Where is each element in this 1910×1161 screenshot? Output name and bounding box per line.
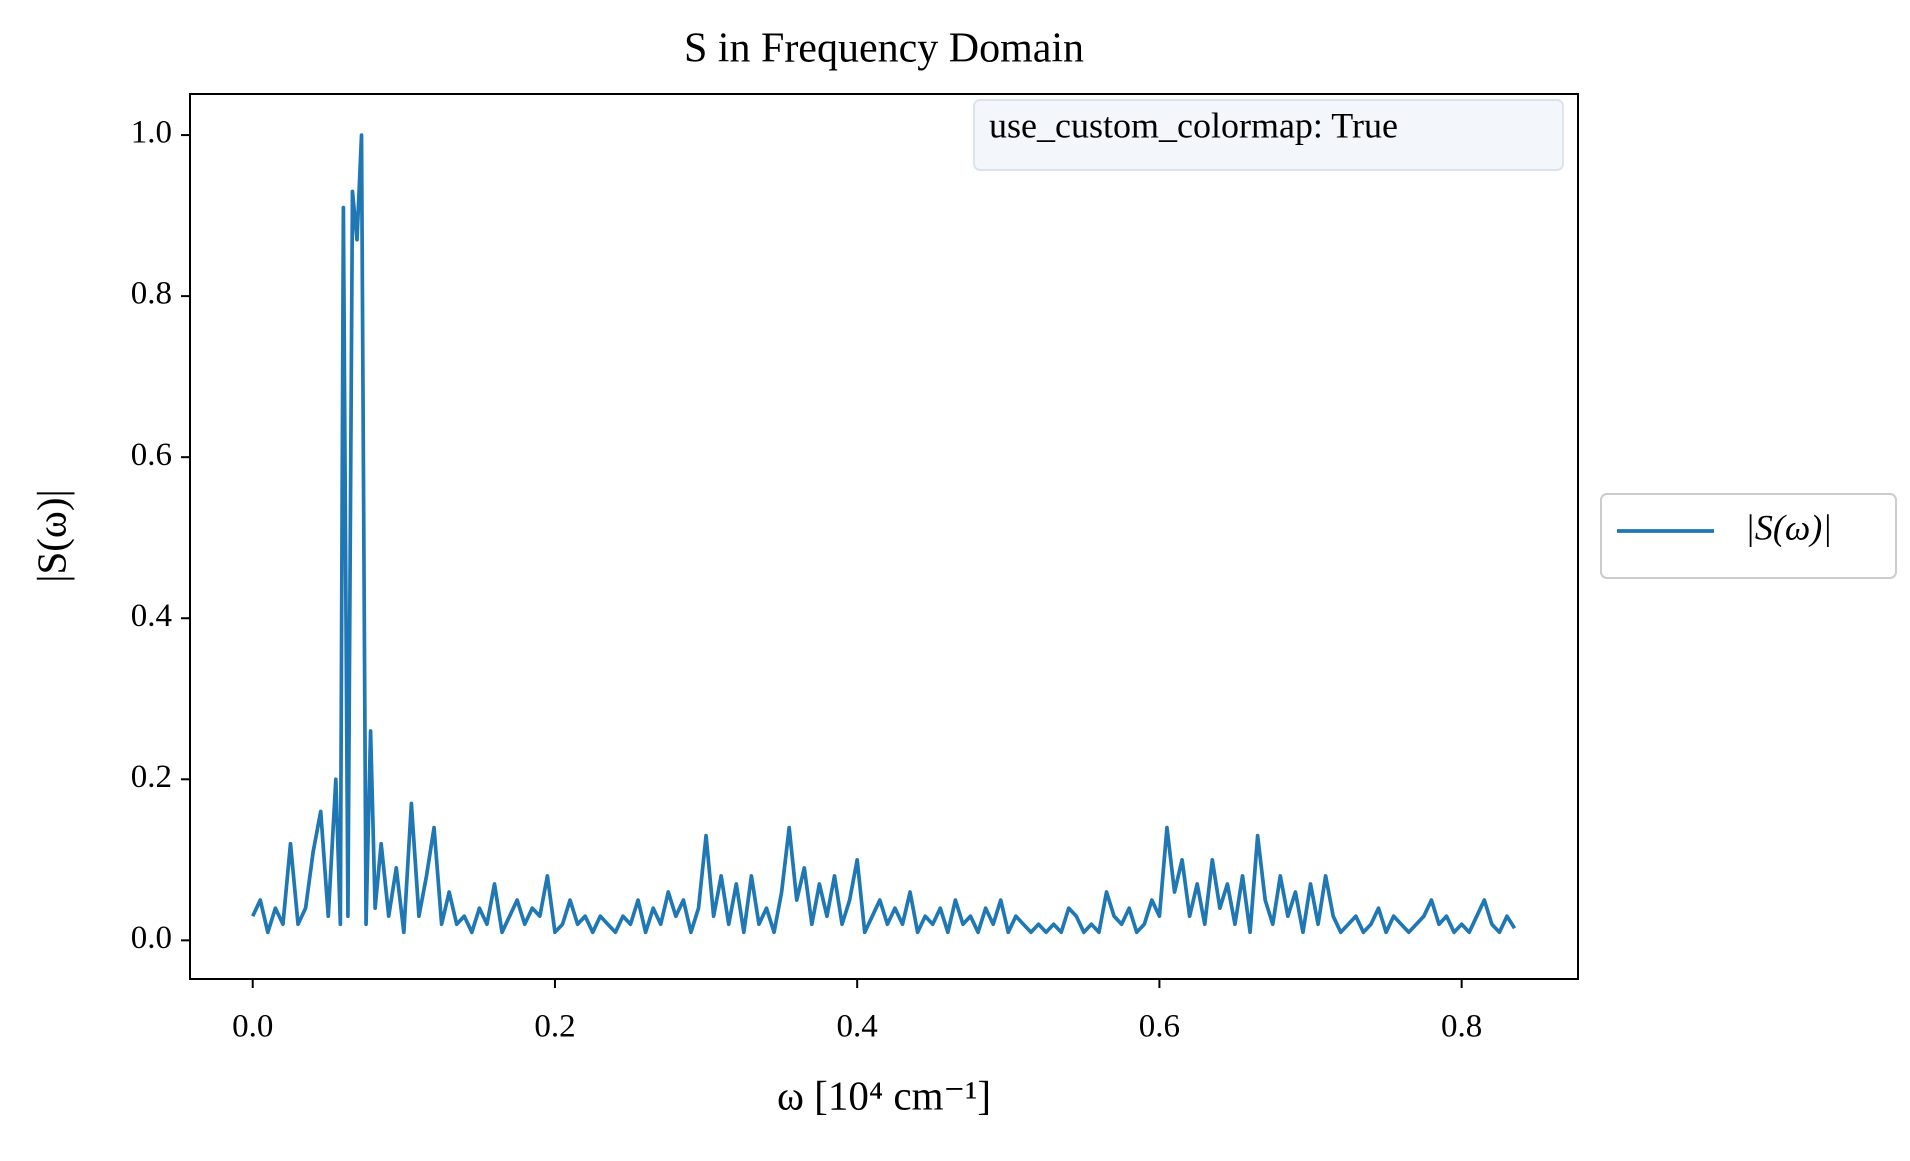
x-tick-label: 0.8 — [1441, 1009, 1482, 1045]
y-tick-label: 0.4 — [131, 598, 172, 634]
y-tick-label: 1.0 — [131, 115, 172, 151]
plot-frame — [189, 93, 1579, 980]
y-axis-label: |S(ω)| — [28, 489, 74, 583]
x-tick-label: 0.6 — [1139, 1009, 1180, 1045]
annotation: use_custom_colormap: True — [989, 105, 1398, 145]
x-tick-label: 0.0 — [232, 1009, 273, 1045]
x-tick-label: 0.2 — [534, 1009, 575, 1045]
data-line — [251, 133, 1517, 935]
y-tick-label: 0.8 — [131, 276, 172, 312]
y-tick-label: 0.6 — [131, 437, 172, 473]
x-tick-label: 0.4 — [837, 1009, 878, 1045]
x-axis-label: ω [10⁴ cm⁻¹] — [777, 1072, 991, 1118]
annotation-box — [973, 99, 1564, 171]
y-tick-label: 0.2 — [131, 759, 172, 795]
legend-label: |S(ω)| — [1745, 507, 1832, 547]
y-tick-label: 0.0 — [131, 920, 172, 956]
chart-title: S in Frequency Domain — [684, 26, 1084, 72]
legend-box — [1600, 493, 1897, 579]
